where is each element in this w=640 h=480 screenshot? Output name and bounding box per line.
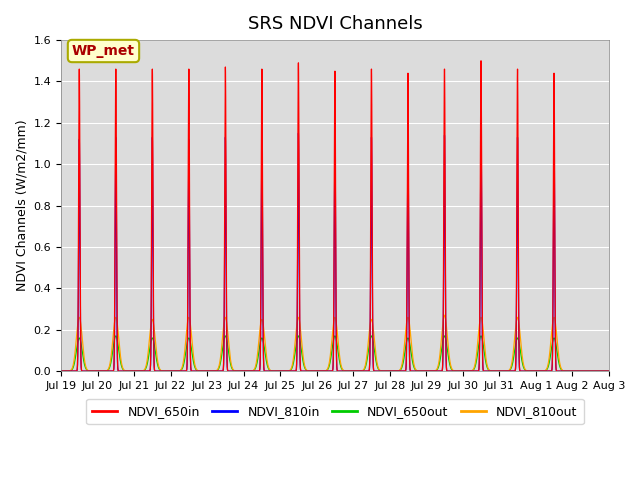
NDVI_810out [461,368,468,374]
Line: NDVI_650in: NDVI_650in [61,61,609,371]
NDVI_650out [605,368,612,374]
NDVI_650in [389,368,397,374]
NDVI_650out [57,368,65,374]
Y-axis label: NDVI Channels (W/m2/mm): NDVI Channels (W/m2/mm) [15,120,28,291]
Title: SRS NDVI Channels: SRS NDVI Channels [248,15,422,33]
NDVI_650in [477,58,485,64]
NDVI_810in [605,368,612,374]
NDVI_810out [312,368,319,374]
NDVI_810out [389,368,397,374]
NDVI_650in [575,368,583,374]
NDVI_650out [389,368,397,374]
NDVI_650out [112,333,120,339]
NDVI_810out [324,364,332,370]
NDVI_810in [461,368,468,374]
NDVI_810out [268,368,276,374]
NDVI_810in [268,368,276,374]
NDVI_650in [408,368,416,374]
NDVI_810out [408,352,416,358]
NDVI_650out [461,368,468,374]
Line: NDVI_810out: NDVI_810out [61,315,609,371]
NDVI_650in [312,368,319,374]
NDVI_650out [312,368,319,374]
Line: NDVI_650out: NDVI_650out [61,336,609,371]
NDVI_650out [268,368,276,374]
Legend: NDVI_650in, NDVI_810in, NDVI_650out, NDVI_810out: NDVI_650in, NDVI_810in, NDVI_650out, NDV… [86,399,584,424]
NDVI_650in [605,368,612,374]
NDVI_810in [575,368,583,374]
NDVI_650out [324,366,332,372]
NDVI_650in [461,368,468,374]
NDVI_810out [605,368,612,374]
NDVI_810out [57,368,65,374]
NDVI_810in [57,368,65,374]
NDVI_810in [408,368,416,374]
NDVI_650out [408,358,416,364]
NDVI_650in [324,368,332,374]
NDVI_810in [389,368,397,374]
Text: WP_met: WP_met [72,44,135,58]
NDVI_650in [57,368,65,374]
Line: NDVI_810in: NDVI_810in [61,127,609,371]
NDVI_810in [312,368,319,374]
NDVI_650in [268,368,276,374]
NDVI_810out [440,312,448,318]
NDVI_810in [324,368,332,374]
NDVI_810in [477,124,485,130]
